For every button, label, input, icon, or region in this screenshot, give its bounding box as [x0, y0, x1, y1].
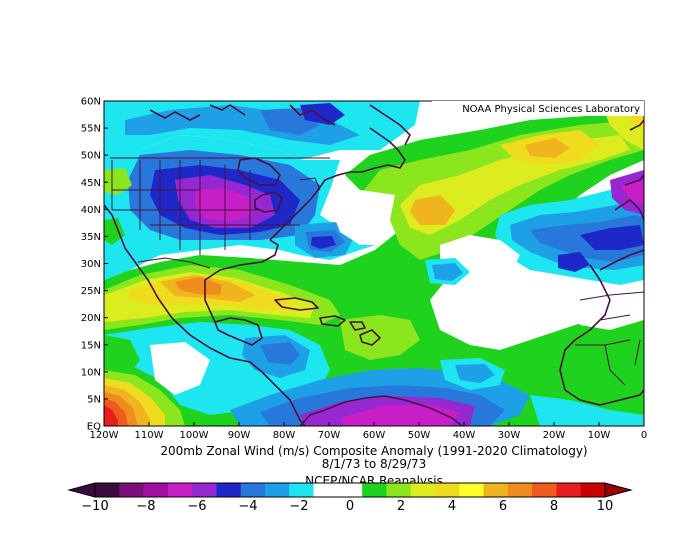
- lon-tick-label: 70W: [318, 430, 341, 441]
- colorbar-swatch: [556, 483, 582, 497]
- colorbar-swatch: [410, 483, 436, 497]
- lon-tick-label: 80W: [273, 430, 296, 441]
- lon-tick-label: 120W: [90, 430, 119, 441]
- colorbar-border: [94, 482, 606, 498]
- colorbar-max-arrow: [604, 482, 633, 498]
- credit-box: [432, 101, 644, 116]
- anomaly-field: [104, 101, 644, 426]
- colorbar-swatch: [240, 483, 266, 497]
- colorbar-swatch: [95, 483, 120, 497]
- colorbar-min-arrow: [67, 482, 96, 498]
- latitude-axis: EQ 5N 10N 15N 20N 25N 30N 35N 40N 45N 50N 55N 60N: [81, 97, 108, 433]
- caption-line-2: 8/1/73 to 8/29/73: [322, 457, 427, 471]
- lon-tick-label: 60W: [363, 430, 386, 441]
- lat-tick-label: EQ: [87, 422, 101, 433]
- lon-tick-label: 30W: [498, 430, 521, 441]
- lat-tick-label: 40N: [81, 205, 101, 216]
- lon-tick-label: 40W: [453, 430, 476, 441]
- colorbar-swatch: [216, 483, 242, 497]
- coastlines: [104, 104, 644, 426]
- colorbar: [67, 482, 633, 498]
- colorbar-swatch: [313, 483, 339, 497]
- credit-label: NOAA Physical Sciences Laboratory: [462, 104, 640, 115]
- political-boundaries: [110, 157, 644, 386]
- colorbar-swatch: [167, 483, 193, 497]
- colorbar-tick-label: −8: [136, 499, 155, 514]
- lat-tick-label: 25N: [81, 286, 101, 297]
- colorbar-tick-label: 10: [597, 499, 614, 514]
- colorbar-tick-label: 2: [397, 499, 405, 514]
- colorbar-swatch: [192, 483, 217, 497]
- lon-tick-label: 100W: [180, 430, 209, 441]
- lon-tick-label: 20W: [543, 430, 566, 441]
- lat-tick-label: 50N: [81, 151, 101, 162]
- lon-tick-label: 10W: [588, 430, 611, 441]
- lon-tick-label: 90W: [228, 430, 251, 441]
- colorbar-tick-label: 8: [550, 499, 558, 514]
- colorbar-swatch: [386, 483, 412, 497]
- lat-tick-label: 15N: [81, 340, 101, 351]
- lat-tick-label: 35N: [81, 232, 101, 243]
- lat-tick-label: 45N: [81, 178, 101, 189]
- colorbar-tick-label: −4: [238, 499, 257, 514]
- lon-tick-label: 110W: [135, 430, 164, 441]
- colorbar-swatch: [459, 483, 484, 497]
- lat-tick-label: 20N: [81, 313, 101, 324]
- caption-line-1: 200mb Zonal Wind (m/s) Composite Anomaly…: [160, 444, 587, 458]
- colorbar-tick-label: −10: [81, 499, 108, 514]
- colorbar-swatch: [265, 483, 290, 497]
- colorbar-swatch: [119, 483, 144, 497]
- colorbar-tick-label: −2: [289, 499, 308, 514]
- colorbar-swatch: [337, 483, 363, 497]
- colorbar-swatch: [435, 483, 460, 497]
- lat-tick-label: 30N: [81, 259, 101, 270]
- colorbar-swatch: [580, 483, 606, 497]
- colorbar-tick-label: −6: [187, 499, 206, 514]
- colorbar-swatch: [362, 483, 387, 497]
- lon-tick-label: 0: [641, 430, 647, 441]
- lon-tick-label: 50W: [408, 430, 431, 441]
- colorbar-tick-label: 0: [346, 499, 354, 514]
- colorbar-labels: −10 −8 −6 −4 −2 0 2 4 6 8 10: [81, 499, 613, 514]
- colorbar-swatch: [532, 483, 557, 497]
- colorbar-swatch: [507, 483, 533, 497]
- lat-tick-label: 10N: [81, 367, 101, 378]
- colorbar-tick-label: 4: [448, 499, 456, 514]
- colorbar-swatch: [143, 483, 169, 497]
- colorbar-tick-label: 6: [499, 499, 507, 514]
- longitude-axis: 120W 110W 100W 90W 80W 70W 60W 50W 40W 30W 20W 10W 0: [90, 422, 647, 441]
- colorbar-swatch: [289, 483, 314, 497]
- lat-tick-label: 60N: [81, 97, 101, 108]
- colorbar-swatch: [483, 483, 509, 497]
- lat-tick-label: 55N: [81, 124, 101, 135]
- lat-tick-label: 5N: [87, 394, 101, 405]
